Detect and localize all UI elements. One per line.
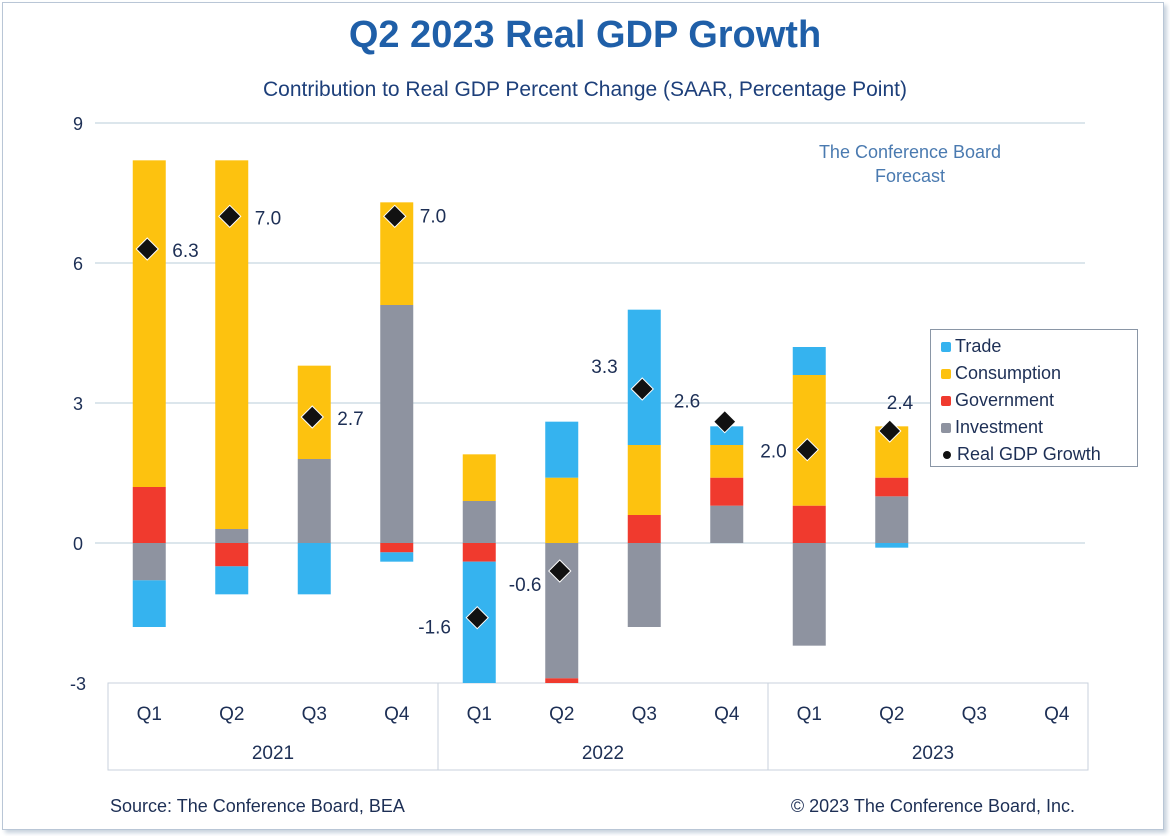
bar-segment-investment — [215, 529, 249, 543]
gdp-data-label: 2.7 — [337, 409, 363, 430]
legend-item: Real GDP Growth — [941, 441, 1137, 468]
bar-segment-investment — [462, 501, 496, 543]
gdp-data-label: 7.0 — [420, 206, 446, 227]
chart-subtitle: Contribution to Real GDP Percent Change … — [263, 78, 907, 101]
gdp-growth-point — [548, 559, 572, 583]
copyright-note: © 2023 The Conference Board, Inc. — [790, 796, 1075, 816]
bar-segment-investment — [380, 305, 414, 543]
bar-segment-trade — [297, 543, 331, 595]
gdp-data-label: 2.6 — [674, 392, 700, 413]
bar-segment-investment — [875, 496, 909, 543]
x-tick-label: Q4 — [384, 704, 410, 725]
bar-segment-consumption — [545, 477, 579, 543]
legend-label: Investment — [955, 417, 1044, 437]
gdp-growth-point — [383, 204, 407, 229]
legend-label: Trade — [955, 336, 1002, 356]
y-tick-label: 6 — [73, 254, 83, 274]
x-tick-label: Q1 — [137, 704, 162, 725]
gdp-growth-point — [465, 605, 489, 630]
bar-segment-trade — [792, 347, 826, 375]
bar-segment-consumption — [627, 445, 661, 515]
x-tick-label: Q3 — [302, 704, 327, 725]
gdp-data-label: 2.0 — [760, 442, 786, 463]
x-tick-label: Q4 — [1044, 704, 1070, 725]
legend-item: Trade — [941, 333, 1137, 360]
x-tick-label: Q1 — [467, 704, 492, 725]
gdp-data-label: -1.6 — [418, 618, 451, 639]
x-tick-label: Q2 — [879, 704, 904, 725]
bar-segment-investment — [627, 543, 661, 627]
legend-swatch — [941, 395, 951, 406]
legend-dot-icon — [943, 450, 951, 459]
bar-segment-government — [710, 477, 744, 506]
legend-label: Real GDP Growth — [957, 444, 1101, 464]
bar-segment-trade — [875, 543, 909, 548]
x-axis-box — [107, 682, 1089, 771]
x-tick-label: Q2 — [219, 704, 244, 725]
bar-segment-trade — [710, 426, 744, 445]
legend-swatch — [941, 422, 951, 433]
gdp-data-label: 6.3 — [172, 241, 198, 262]
bar-segment-investment — [710, 505, 744, 543]
x-tick-label: Q2 — [549, 704, 574, 725]
bar-segment-government — [380, 543, 414, 553]
bar-segment-trade — [627, 309, 661, 445]
legend-item: Investment — [941, 414, 1137, 441]
bar-segment-consumption — [462, 454, 496, 501]
x-tick-label: Q1 — [797, 704, 822, 725]
bar-segment-government — [545, 678, 579, 683]
x-tick-label: Q4 — [714, 704, 740, 725]
bar-segment-investment — [792, 543, 826, 646]
legend-label: Government — [955, 390, 1055, 410]
forecast-note-line: Forecast — [874, 166, 946, 186]
group-label: 2022 — [582, 743, 624, 764]
bar-segment-government — [132, 487, 166, 543]
bar-segment-investment — [132, 543, 166, 581]
bar-segment-government — [462, 543, 496, 562]
bar-segment-trade — [215, 566, 249, 595]
source-note: Source: The Conference Board, BEA — [110, 796, 405, 816]
bar-segment-consumption — [132, 160, 166, 488]
x-tick-label: Q3 — [962, 704, 987, 725]
y-tick-label: -3 — [70, 674, 86, 694]
bar-segment-government — [215, 543, 249, 567]
gdp-data-label: 3.3 — [591, 357, 617, 378]
gdp-growth-point — [218, 204, 242, 229]
legend-item: Consumption — [941, 360, 1137, 387]
bar-segment-trade — [380, 552, 414, 562]
bar-segment-investment — [297, 459, 331, 543]
gdp-data-label: -0.6 — [509, 575, 542, 596]
y-tick-label: 0 — [73, 534, 83, 554]
group-label: 2023 — [912, 743, 954, 764]
gdp-growth-point — [878, 419, 902, 443]
legend-swatch — [941, 368, 951, 379]
gdp-growth-point — [135, 237, 159, 261]
gdp-data-label: 7.0 — [255, 208, 281, 229]
legend-label: Consumption — [955, 363, 1062, 383]
legend: Trade Consumption Government Investment Real… — [930, 329, 1138, 467]
bar-segment-government — [792, 505, 826, 543]
gdp-growth-point — [713, 409, 737, 434]
legend-item: Government — [941, 387, 1137, 414]
y-tick-label: 3 — [73, 394, 83, 414]
bar-segment-trade — [132, 580, 166, 627]
bar-segment-government — [627, 515, 661, 543]
forecast-note: The Conference Board Forecast — [780, 140, 1040, 188]
chart-title: Q2 2023 Real GDP Growth — [348, 14, 822, 56]
x-tick-label: Q3 — [632, 704, 657, 725]
gdp-data-label: 2.4 — [887, 393, 914, 414]
bar-segment-trade — [545, 421, 579, 478]
gdp-growth-point — [300, 405, 324, 429]
y-tick-label: 9 — [73, 114, 83, 134]
gdp-growth-point — [795, 437, 819, 462]
gdp-growth-point — [630, 377, 654, 401]
legend-swatch — [941, 341, 951, 352]
forecast-note-line: The Conference Board — [818, 142, 1002, 162]
group-label: 2021 — [252, 743, 294, 764]
bar-segment-consumption — [710, 445, 744, 478]
bar-segment-government — [875, 477, 909, 497]
